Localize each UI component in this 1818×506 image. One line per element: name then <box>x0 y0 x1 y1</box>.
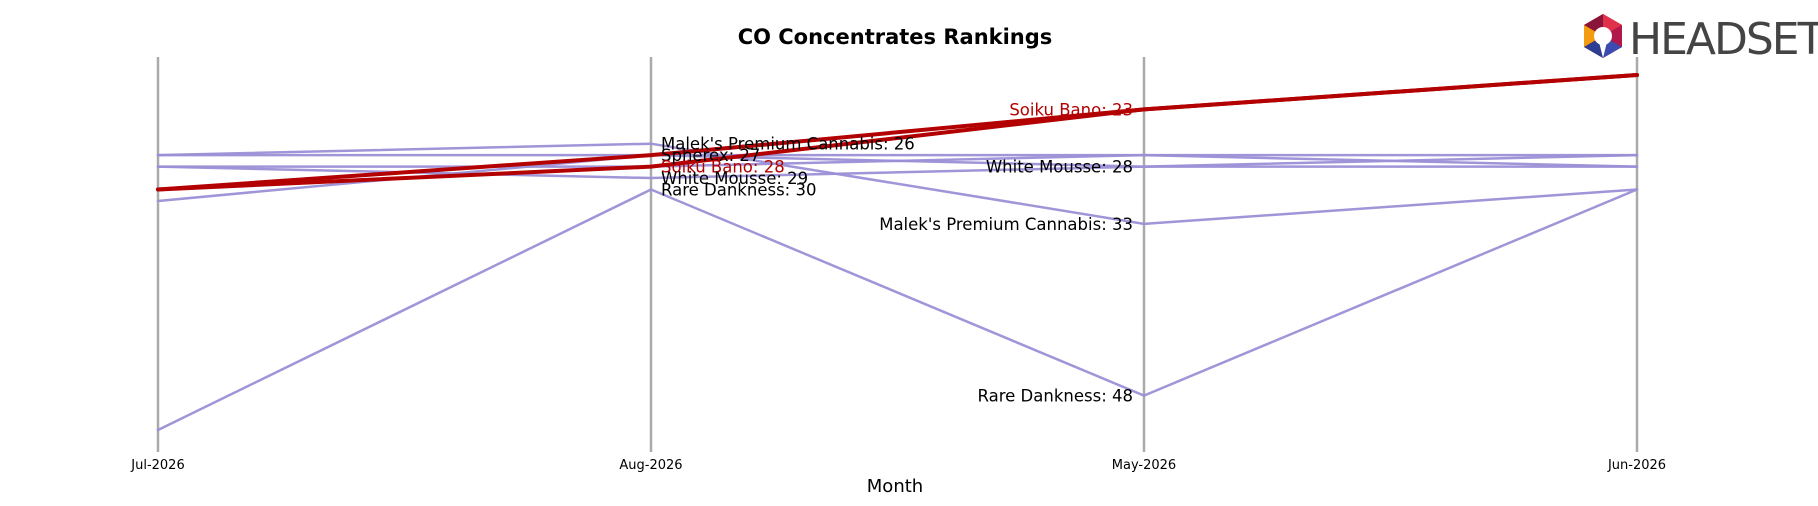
x-axis-label: Month <box>867 476 923 497</box>
x-tick-label: May-2026 <box>1112 458 1176 473</box>
x-axis-ticks: Jul-2026 Aug-2026 May-2026 Jun-2026 <box>130 458 1666 473</box>
data-label: White Mousse: 29 <box>661 169 808 188</box>
x-tick-label: Jul-2026 <box>130 458 184 473</box>
highlight-series-line <box>156 73 1639 192</box>
data-label: Soiku Bano: 23 <box>1009 100 1133 119</box>
series-line-5 <box>156 188 1639 432</box>
x-tick-label: Aug-2026 <box>619 458 682 473</box>
data-label: Rare Dankness: 30 <box>661 181 816 200</box>
data-label: Soiku Bano: 28 <box>661 158 785 177</box>
x-axis-lines <box>156 57 1639 452</box>
brand-logo: HEADSET <box>1584 14 1818 65</box>
chart-title: CO Concentrates Rankings <box>738 25 1053 49</box>
data-label: Spherex: 27 <box>661 146 760 165</box>
data-label: Malek's Premium Cannabis: 33 <box>879 215 1133 234</box>
data-label: White Mousse: 28 <box>986 158 1133 177</box>
series-lines <box>156 73 1639 432</box>
x-tick-label: Jun-2026 <box>1607 458 1666 473</box>
headset-logo-icon <box>1584 14 1622 58</box>
data-label: Rare Dankness: 48 <box>978 387 1133 406</box>
series-line-2 <box>156 142 1639 226</box>
brand-name: HEADSET <box>1629 14 1818 65</box>
data-label: Malek's Premium Cannabis: 26 <box>661 135 915 154</box>
